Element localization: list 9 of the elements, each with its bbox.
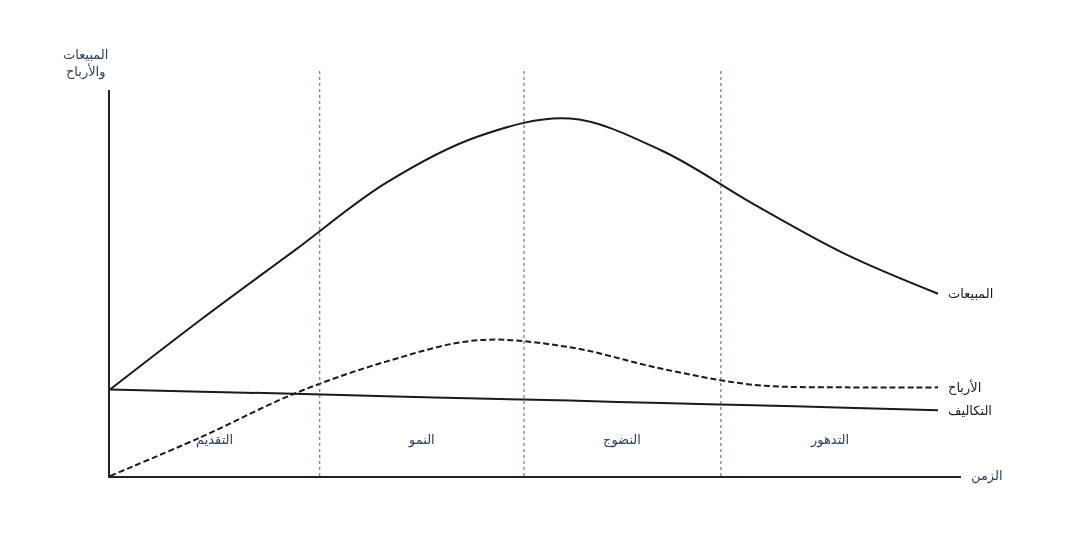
annotation: النمو xyxy=(408,432,435,448)
y-axis-title: المبيعات والأرباح xyxy=(63,47,109,80)
annotation: التقديم xyxy=(196,432,234,448)
annotation: النضوج xyxy=(603,432,641,448)
x-axis-title: الزمن xyxy=(971,468,1003,484)
series-label: الأرباح xyxy=(948,379,982,396)
series-label: التكاليف xyxy=(948,403,992,418)
series-label: المبيعات xyxy=(948,286,994,301)
annotation: التدهور xyxy=(810,432,850,448)
